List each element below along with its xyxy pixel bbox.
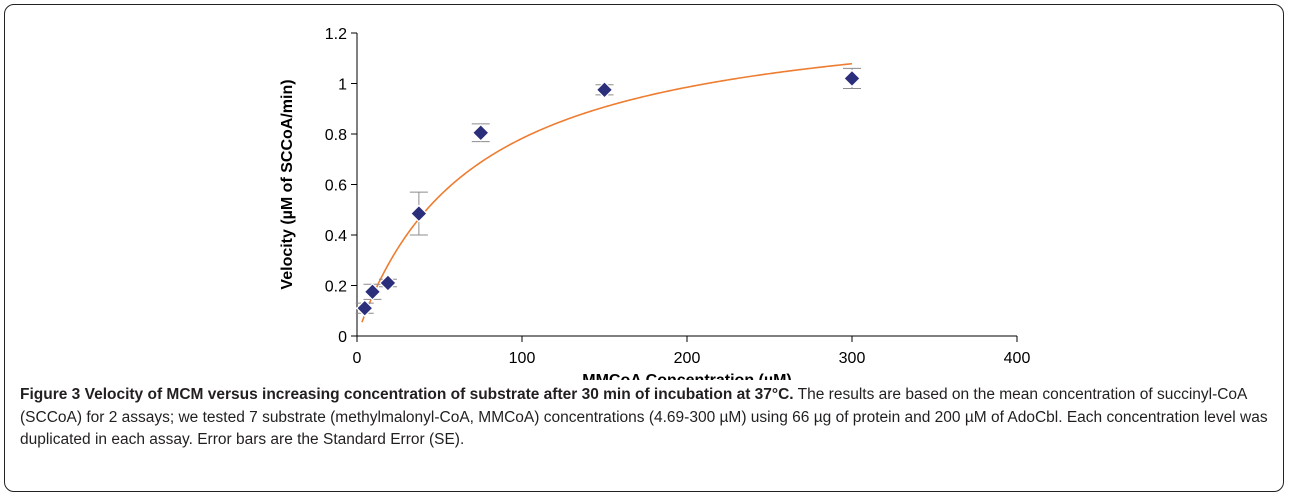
y-tick-label: 1.2 [325, 26, 347, 43]
data-point [409, 191, 428, 236]
chart-axes: 0 0.2 0.4 0.6 0.8 1 1.2 0 100 200 300 400 [325, 26, 1031, 367]
data-points-layer [355, 67, 861, 318]
diamond-marker [363, 282, 382, 301]
y-tick-label: 0.2 [325, 279, 347, 296]
x-tick-label: 200 [674, 350, 701, 367]
fit-curve [361, 62, 853, 323]
data-point [595, 80, 614, 99]
data-point [363, 282, 382, 301]
figure-caption: Figure 3 Velocity of MCM versus increasi… [20, 384, 1270, 452]
diamond-marker [410, 204, 428, 223]
diamond-marker [379, 274, 397, 292]
x-tick-label: 400 [1004, 350, 1031, 367]
x-tick-label: 100 [509, 350, 536, 367]
caption-body: The results are based on the mean concen… [20, 386, 1268, 448]
diamond-marker [355, 299, 374, 318]
diamond-marker [471, 123, 490, 142]
data-point [355, 299, 374, 318]
figure-panel [4, 4, 1284, 492]
y-tick-label: 1 [338, 77, 347, 94]
data-point [471, 123, 490, 143]
fit-curve-layer [361, 62, 853, 323]
x-axis-label: MMCoA Concentration (µM) [582, 372, 791, 380]
data-point [843, 67, 861, 90]
x-tick-label: 0 [353, 350, 362, 367]
y-axis-label: Velocity (µM of SCCoA/min) [279, 79, 296, 289]
velocity-chart: 0 0.2 0.4 0.6 0.8 1 1.2 0 100 200 300 400 MMCoA Con… [279, 26, 1031, 380]
y-tick-label: 0.4 [325, 228, 347, 245]
y-tick-label: 0.6 [325, 178, 347, 195]
x-tick-label: 300 [839, 350, 866, 367]
y-tick-label: 0 [338, 329, 347, 346]
diamond-marker [843, 69, 861, 88]
data-point [378, 274, 397, 292]
caption-title: Figure 3 Velocity of MCM versus increasi… [20, 386, 794, 403]
y-tick-label: 0.8 [325, 127, 347, 144]
diamond-marker [595, 80, 614, 99]
